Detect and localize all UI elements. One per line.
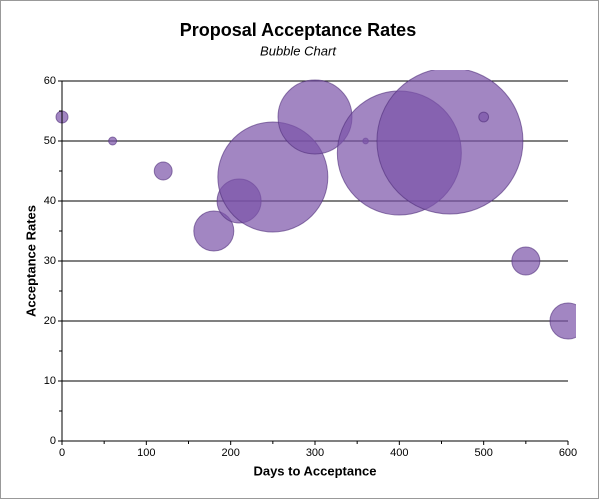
bubble — [478, 111, 490, 123]
x-tick-label: 100 — [137, 447, 155, 459]
y-tick-label: 0 — [50, 435, 56, 447]
x-tick-label: 600 — [559, 447, 577, 459]
x-tick-label: 300 — [306, 447, 324, 459]
x-tick-label: 500 — [474, 447, 492, 459]
x-tick-label: 0 — [59, 447, 65, 459]
x-axis-label: Days to Acceptance — [253, 463, 376, 478]
chart-subtitle: Bubble Chart — [260, 43, 337, 58]
bubble — [549, 302, 576, 340]
chart-title: Proposal Acceptance Rates — [180, 20, 416, 40]
y-tick-label: 50 — [44, 135, 56, 147]
y-tick-label: 20 — [44, 315, 56, 327]
bubble — [193, 210, 235, 252]
bubble — [108, 136, 118, 146]
y-tick-label: 30 — [44, 255, 56, 267]
bubbles — [55, 70, 576, 340]
x-tick-label: 200 — [221, 447, 239, 459]
bubble — [153, 161, 173, 181]
x-tick-label: 400 — [390, 447, 408, 459]
y-axis-label: Acceptance Rates — [23, 205, 38, 317]
bubble — [376, 70, 524, 215]
y-tick-label: 40 — [44, 195, 56, 207]
bubble — [511, 246, 541, 276]
y-tick-label: 60 — [44, 75, 56, 87]
y-tick-label: 10 — [44, 375, 56, 387]
